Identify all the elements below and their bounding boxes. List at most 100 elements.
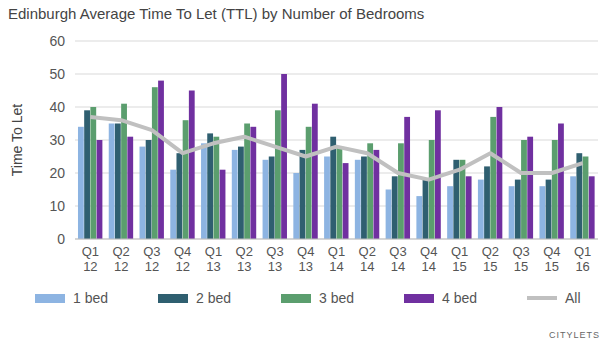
bar [515, 180, 521, 239]
x-tick-label-line: 14 [329, 259, 343, 274]
bar [140, 147, 146, 239]
bar [127, 137, 133, 239]
bar [232, 150, 238, 239]
x-tick-label-line: 12 [83, 259, 97, 274]
y-tick-label: 0 [57, 231, 65, 247]
bar [78, 127, 84, 239]
x-tick-label: Q412 [174, 244, 191, 274]
y-tick-label: 40 [49, 99, 65, 115]
x-tick-label-line: Q1 [328, 244, 345, 259]
x-tick-label-line: Q2 [112, 244, 129, 259]
logo: CITYLETS [549, 330, 600, 340]
grid-line [75, 74, 598, 75]
x-tick-label-line: 13 [206, 259, 220, 274]
bar [527, 137, 533, 239]
bar [392, 176, 398, 239]
x-tick-label-line: Q3 [512, 244, 529, 259]
bar [250, 127, 256, 239]
x-tick-label-line: Q3 [389, 244, 406, 259]
x-tick-label-line: Q4 [543, 244, 560, 259]
bar [170, 170, 176, 239]
bar [343, 163, 349, 239]
bar [355, 160, 361, 239]
bar [90, 107, 96, 239]
bar [312, 104, 318, 239]
bar [324, 157, 330, 240]
x-tick-label: Q115 [451, 244, 468, 274]
x-tick-label: Q116 [574, 244, 591, 274]
x-tick-label: Q313 [266, 244, 283, 274]
bar [281, 74, 287, 239]
legend-label: 2 bed [196, 290, 231, 306]
x-axis [75, 239, 598, 240]
y-tick-label: 30 [49, 132, 65, 148]
x-tick-label: Q112 [82, 244, 99, 274]
x-tick-label-line: Q3 [143, 244, 160, 259]
bar [337, 147, 343, 239]
bar [546, 180, 552, 239]
x-tick-label-line: Q1 [451, 244, 468, 259]
x-tick-label-line: 16 [575, 259, 589, 274]
bar [539, 186, 545, 239]
x-tick-label: Q215 [482, 244, 499, 274]
x-tick-label-line: 13 [237, 259, 251, 274]
bar [263, 160, 269, 239]
legend-label: 1 bed [73, 290, 108, 306]
bar [589, 176, 595, 239]
x-tick-label-line: 13 [299, 259, 313, 274]
x-tick-label-line: Q4 [297, 244, 314, 259]
bar [84, 110, 90, 239]
bar [300, 150, 306, 239]
bar [490, 117, 496, 239]
bar [570, 176, 576, 239]
bar [189, 91, 195, 240]
bar [183, 120, 189, 239]
x-tick-label-line: 15 [452, 259, 466, 274]
bar [509, 186, 515, 239]
legend-swatch [404, 294, 434, 303]
legend-label: All [565, 290, 581, 306]
x-tick-label: Q315 [512, 244, 529, 274]
legend-swatch [527, 296, 557, 300]
x-tick-label-line: 14 [360, 259, 374, 274]
x-tick-label: Q415 [543, 244, 560, 274]
y-tick-label: 60 [49, 33, 65, 49]
x-tick-label-line: 15 [483, 259, 497, 274]
bar [293, 173, 299, 239]
x-tick-label-line: Q2 [359, 244, 376, 259]
x-tick-label-line: 12 [175, 259, 189, 274]
bar [213, 137, 219, 239]
x-tick-label-line: 12 [145, 259, 159, 274]
x-tick-label: Q413 [297, 244, 314, 274]
y-tick-label: 50 [49, 66, 65, 82]
x-tick-label: Q113 [205, 244, 222, 274]
bar [306, 127, 312, 239]
legend-swatch [35, 294, 65, 303]
bar [478, 180, 484, 239]
x-tick-label-line: 13 [268, 259, 282, 274]
legend-swatch [281, 294, 311, 303]
bar [373, 150, 379, 239]
x-tick-label: Q312 [143, 244, 160, 274]
x-tick-label: Q214 [359, 244, 376, 274]
y-tick-label: 20 [49, 165, 65, 181]
bar [583, 157, 589, 240]
x-tick-label-line: 15 [514, 259, 528, 274]
x-tick-label-line: 12 [114, 259, 128, 274]
bar [207, 133, 213, 239]
plot-area [78, 74, 595, 239]
bar [115, 124, 121, 240]
x-tick-label: Q114 [328, 244, 345, 274]
x-tick-label-line: Q4 [174, 244, 191, 259]
x-tick-label: Q414 [420, 244, 437, 274]
x-tick-label: Q212 [112, 244, 129, 274]
bar [220, 170, 226, 239]
bar [275, 110, 281, 239]
bar [416, 196, 422, 239]
x-tick-label-line: Q1 [82, 244, 99, 259]
grid-line [75, 239, 598, 240]
x-tick-label-line: 14 [422, 259, 436, 274]
x-tick-label-line: 15 [545, 259, 559, 274]
x-tick-label-line: Q2 [236, 244, 253, 259]
bar [361, 157, 367, 240]
